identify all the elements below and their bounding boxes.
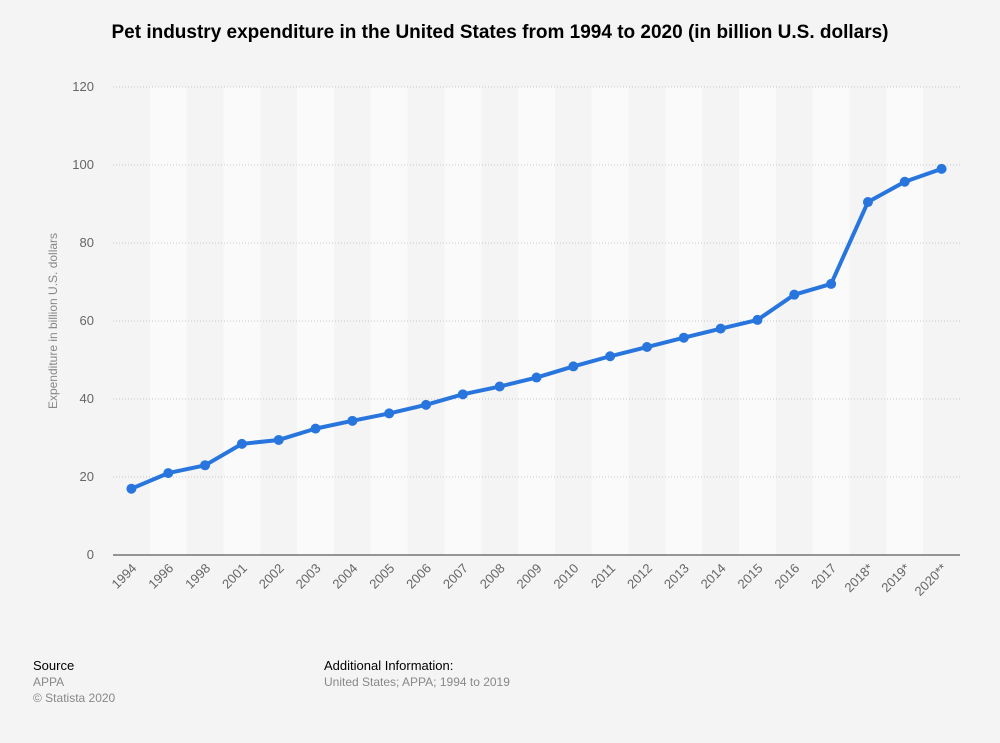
x-tick-label: 2020** [911, 561, 949, 599]
data-point [163, 468, 174, 479]
x-tick-label: 1998 [182, 561, 213, 592]
additional-info-label: Additional Information: [324, 658, 454, 673]
data-point [678, 332, 689, 343]
x-tick-label: 2007 [440, 561, 471, 592]
data-point [568, 361, 579, 372]
data-point [789, 289, 800, 300]
x-tick-label: 2010 [550, 561, 581, 592]
column-stripe [297, 87, 334, 555]
x-tick-label: 2011 [588, 561, 618, 591]
x-tick-label: 2002 [256, 561, 287, 592]
x-tick-label: 2006 [403, 561, 434, 592]
data-point [641, 342, 652, 353]
data-point [236, 438, 247, 449]
additional-info-text: United States; APPA; 1994 to 2019 [324, 675, 510, 689]
data-point [862, 197, 873, 208]
additional-info-block: Additional Information: United States; A… [324, 658, 510, 690]
data-point [899, 176, 910, 187]
source-label: Source [33, 658, 75, 673]
x-tick-label: 1996 [145, 561, 176, 592]
y-tick-label: 80 [80, 235, 94, 250]
source-block: Source APPA © Statista 2020 [33, 658, 115, 706]
x-tick-label: 2004 [329, 561, 360, 592]
data-point [273, 434, 284, 445]
data-point [494, 381, 505, 392]
data-point [826, 278, 837, 289]
data-point [200, 460, 211, 471]
data-point [531, 372, 542, 383]
y-tick-label: 0 [87, 547, 94, 562]
copyright-text: © Statista 2020 [33, 691, 116, 705]
y-tick-label: 20 [80, 469, 94, 484]
x-tick-label: 2016 [771, 561, 802, 592]
data-point [421, 399, 432, 410]
data-point [347, 415, 358, 426]
column-stripe [591, 87, 629, 555]
y-tick-label: 60 [80, 313, 94, 328]
y-axis-label: Expenditure in billion U.S. dollars [46, 233, 60, 409]
data-point [605, 351, 616, 362]
x-tick-label: 2012 [624, 561, 655, 592]
x-tick-label: 2018* [841, 561, 876, 596]
line-chart: 0 20 40 60 80 100 120 Expenditure in billion U.… [46, 79, 960, 599]
data-point [126, 483, 137, 494]
x-tick-label: 2017 [808, 561, 839, 592]
y-tick-label: 40 [80, 391, 94, 406]
x-tick-label: 2013 [661, 561, 692, 592]
data-point [384, 408, 395, 419]
x-tick-label: 2009 [514, 561, 545, 592]
chart-title: Pet industry expenditure in the United S… [111, 22, 889, 43]
x-tick-label: 2005 [366, 561, 397, 592]
source-text: APPA [33, 675, 65, 689]
data-point [936, 163, 947, 174]
data-point [752, 314, 763, 325]
data-point [457, 389, 468, 400]
x-tick-label: 2008 [477, 561, 508, 592]
data-point [310, 423, 321, 434]
x-tick-label: 2015 [735, 561, 766, 592]
x-tick-label: 2003 [293, 561, 324, 592]
y-tick-label: 100 [72, 157, 94, 172]
column-stripe [444, 87, 482, 555]
data-point [715, 323, 726, 334]
x-tick-label: 2019* [878, 561, 913, 596]
x-tick-label: 1994 [108, 561, 139, 592]
x-tick-label: 2001 [219, 561, 250, 592]
x-tick-label: 2014 [698, 561, 729, 592]
y-tick-label: 120 [72, 79, 94, 94]
